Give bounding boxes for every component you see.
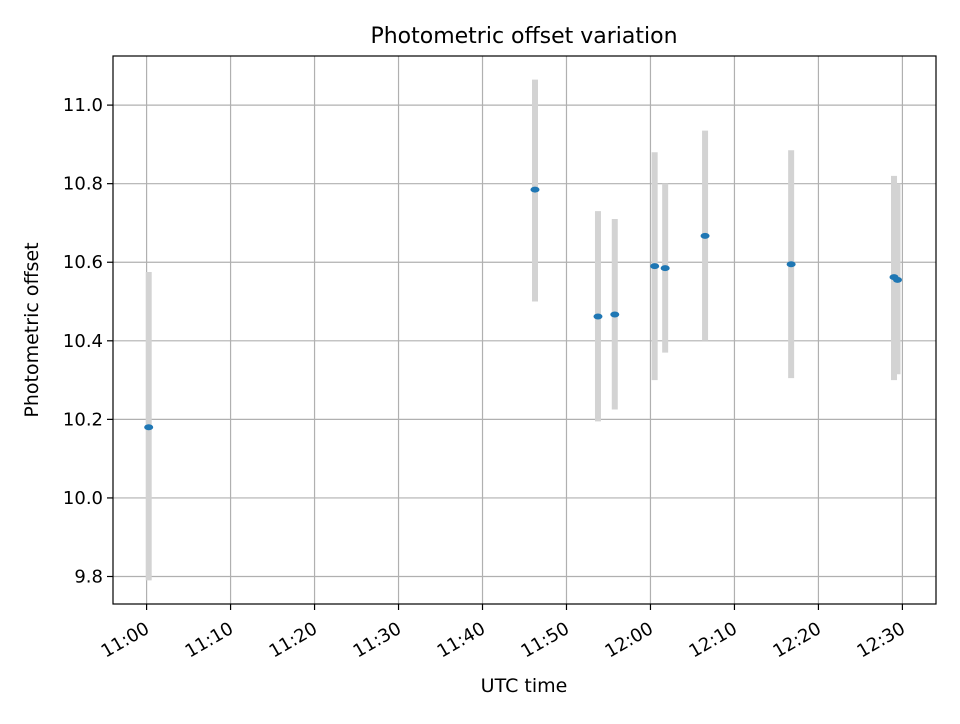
data-point	[610, 311, 620, 318]
y-tick-label: 9.8	[74, 567, 103, 588]
data-point	[593, 313, 603, 320]
data-point	[700, 232, 710, 239]
data-point	[786, 261, 796, 268]
y-tick-label: 10.8	[63, 174, 103, 195]
y-tick-label: 10.2	[63, 409, 103, 430]
chart-title: Photometric offset variation	[370, 24, 677, 49]
y-axis: 9.8 10.0 10.2 10.4 10.6 10.8 11.0	[63, 95, 113, 588]
data-point	[530, 186, 540, 193]
y-tick-label: 10.6	[63, 252, 103, 273]
data-point	[144, 424, 154, 431]
data-markers	[144, 186, 903, 431]
y-tick-label: 10.0	[63, 488, 103, 509]
data-point	[893, 276, 903, 283]
y-tick-label: 11.0	[63, 95, 103, 116]
grid	[113, 56, 936, 604]
y-tick-label: 10.4	[63, 331, 103, 352]
data-point	[650, 263, 660, 270]
y-axis-label: Photometric offset	[21, 242, 43, 417]
x-axis-label: UTC time	[481, 675, 568, 697]
data-point	[660, 265, 670, 272]
plot-frame	[112, 55, 937, 605]
